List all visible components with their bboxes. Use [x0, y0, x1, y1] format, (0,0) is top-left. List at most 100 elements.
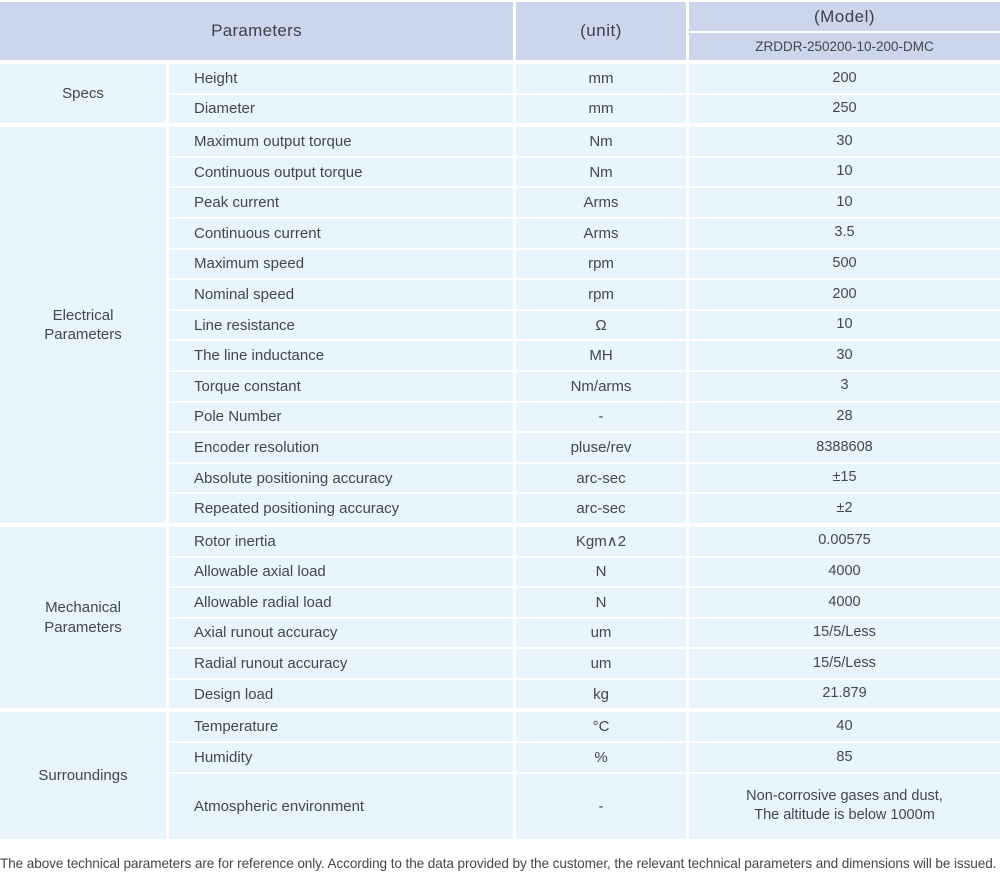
param-unit: um [516, 618, 686, 648]
parameters-column-header: Parameters [0, 2, 513, 60]
param-value: 0.00575 [689, 526, 1000, 556]
param-name: Height [169, 64, 513, 93]
param-unit: Arms [516, 218, 686, 248]
param-value: 21.879 [689, 679, 1000, 709]
table-row: Humidity % 85 [169, 743, 1000, 772]
param-unit: % [516, 743, 686, 772]
param-name: Nominal speed [169, 280, 513, 309]
table-row: Height mm 200 [169, 64, 1000, 93]
param-unit: Nm [516, 127, 686, 156]
param-name: Maximum speed [169, 249, 513, 279]
param-value: 10 [689, 310, 1000, 340]
param-value: 10 [689, 157, 1000, 187]
section-specs: Specs Height mm 200 Diameter mm 250 [0, 64, 1000, 124]
param-name: Allowable radial load [169, 588, 513, 617]
param-unit: Ω [516, 310, 686, 340]
param-value: 4000 [689, 588, 1000, 617]
param-value: ±2 [689, 494, 1000, 523]
section-surroundings: Surroundings Temperature °C 40 Humidity … [0, 712, 1000, 839]
section-mechanical: Mechanical Parameters Rotor inertia Kgm∧… [0, 526, 1000, 709]
param-unit: Nm/arms [516, 371, 686, 401]
param-name: Maximum output torque [169, 127, 513, 156]
param-unit: Kgm∧2 [516, 526, 686, 556]
table-row: Nominal speed rpm 200 [169, 280, 1000, 309]
param-name: Continuous current [169, 218, 513, 248]
table-row: Peak current Arms 10 [169, 188, 1000, 217]
param-unit: mm [516, 64, 686, 93]
category-label: Specs [0, 64, 166, 124]
param-unit: arc-sec [516, 463, 686, 493]
table-row: Encoder resolution pluse/rev 8388608 [169, 433, 1000, 462]
param-unit: rpm [516, 249, 686, 279]
table-row: Allowable radial load N 4000 [169, 588, 1000, 617]
param-name: Encoder resolution [169, 433, 513, 462]
param-value: 4000 [689, 557, 1000, 587]
table-row: Allowable axial load N 4000 [169, 557, 1000, 587]
param-value: ±15 [689, 463, 1000, 493]
param-unit: mm [516, 94, 686, 124]
param-value: 3.5 [689, 218, 1000, 248]
param-unit: N [516, 557, 686, 587]
table-row: Torque constant Nm/arms 3 [169, 371, 1000, 401]
param-name: Axial runout accuracy [169, 618, 513, 648]
model-column-header: (Model) ZRDDR-250200-10-200-DMC [689, 2, 1000, 60]
param-unit: rpm [516, 280, 686, 309]
model-number: ZRDDR-250200-10-200-DMC [689, 33, 1000, 60]
param-unit: MH [516, 341, 686, 370]
table-row: Continuous output torque Nm 10 [169, 157, 1000, 187]
param-name: Rotor inertia [169, 526, 513, 556]
model-label: (Model) [689, 2, 1000, 31]
table-row: Axial runout accuracy um 15/5/Less [169, 618, 1000, 648]
spec-table: Parameters (unit) (Model) ZRDDR-250200-1… [0, 2, 1000, 839]
table-row: Line resistance Ω 10 [169, 310, 1000, 340]
param-value: 200 [689, 64, 1000, 93]
param-unit: N [516, 588, 686, 617]
param-name: Design load [169, 679, 513, 709]
param-name: Pole Number [169, 402, 513, 432]
table-row: Maximum output torque Nm 30 [169, 127, 1000, 156]
param-name: Allowable axial load [169, 557, 513, 587]
unit-column-header: (unit) [516, 2, 686, 60]
param-name: Line resistance [169, 310, 513, 340]
param-value: 8388608 [689, 433, 1000, 462]
param-value: 85 [689, 743, 1000, 772]
param-unit: °C [516, 712, 686, 742]
section-electrical: Electrical Parameters Maximum output tor… [0, 127, 1000, 523]
param-name: Humidity [169, 743, 513, 772]
category-label: Surroundings [0, 712, 166, 839]
param-value: 40 [689, 712, 1000, 742]
table-row: Radial runout accuracy um 15/5/Less [169, 649, 1000, 678]
table-row: Atmospheric environment - Non-corrosive … [169, 773, 1000, 839]
param-name: The line inductance [169, 341, 513, 370]
table-row: Absolute positioning accuracy arc-sec ±1… [169, 463, 1000, 493]
table-row: Design load kg 21.879 [169, 679, 1000, 709]
table-row: Rotor inertia Kgm∧2 0.00575 [169, 526, 1000, 556]
param-unit: Arms [516, 188, 686, 217]
param-value: 30 [689, 341, 1000, 370]
param-unit: arc-sec [516, 494, 686, 523]
param-name: Temperature [169, 712, 513, 742]
table-row: Pole Number - 28 [169, 402, 1000, 432]
param-name: Absolute positioning accuracy [169, 463, 513, 493]
footnote: The above technical parameters are for r… [0, 855, 997, 871]
table-row: Diameter mm 250 [169, 94, 1000, 124]
param-unit: - [516, 773, 686, 839]
param-name: Continuous output torque [169, 157, 513, 187]
param-value: 15/5/Less [689, 618, 1000, 648]
param-name: Repeated positioning accuracy [169, 494, 513, 523]
table-row: Repeated positioning accuracy arc-sec ±2 [169, 494, 1000, 523]
param-name: Peak current [169, 188, 513, 217]
param-value: 200 [689, 280, 1000, 309]
table-header-row: Parameters (unit) (Model) ZRDDR-250200-1… [0, 2, 1000, 60]
table-row: Continuous current Arms 3.5 [169, 218, 1000, 248]
category-label: Electrical Parameters [0, 127, 166, 523]
param-unit: - [516, 402, 686, 432]
param-unit: um [516, 649, 686, 678]
param-unit: pluse/rev [516, 433, 686, 462]
param-value: 250 [689, 94, 1000, 124]
table-row: Temperature °C 40 [169, 712, 1000, 742]
param-unit: kg [516, 679, 686, 709]
param-value: 30 [689, 127, 1000, 156]
param-value: Non-corrosive gases and dust, The altitu… [689, 773, 1000, 839]
